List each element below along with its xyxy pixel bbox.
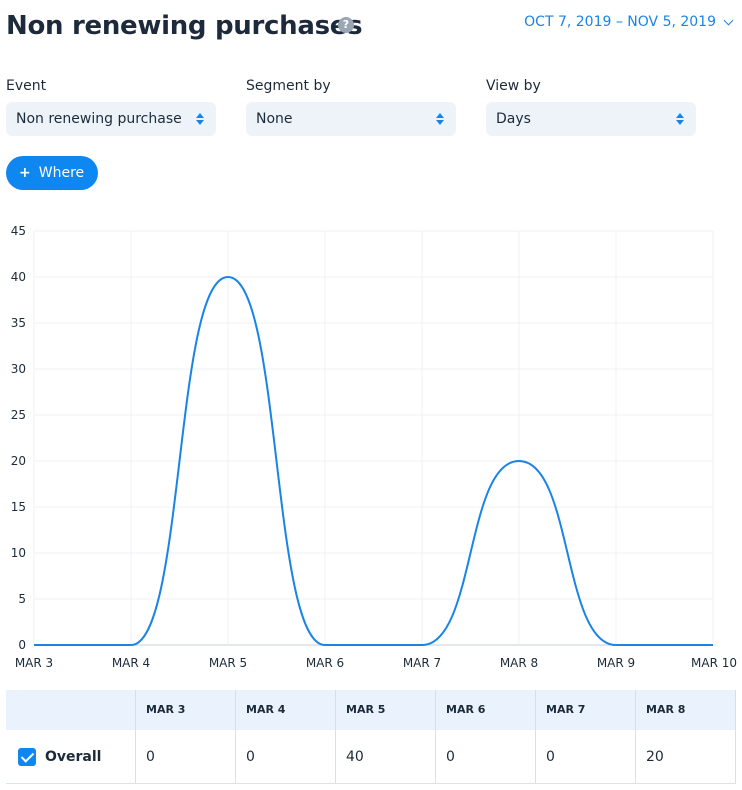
date-range-label: OCT 7, 2019 – NOV 5, 2019 xyxy=(524,14,716,30)
column-header: MAR 6 xyxy=(436,690,536,730)
y-tick-label: 10 xyxy=(11,546,26,560)
page-header: Non renewing purchases ? OCT 7, 2019 – N… xyxy=(6,10,736,44)
y-tick-label: 35 xyxy=(11,316,26,330)
event-label: Event xyxy=(6,78,47,94)
column-header: MAR 8 xyxy=(636,690,736,730)
select-arrows-icon xyxy=(196,112,204,126)
table-row: Overall 0 0 40 0 0 20 xyxy=(6,730,736,784)
table-header: MAR 3 MAR 4 MAR 5 MAR 6 MAR 7 MAR 8 xyxy=(6,690,736,730)
column-header: MAR 4 xyxy=(236,690,336,730)
column-header: MAR 5 xyxy=(336,690,436,730)
table-cell: 0 xyxy=(536,730,636,783)
data-point[interactable] xyxy=(222,271,234,283)
select-arrows-icon xyxy=(676,112,684,126)
question-circle-icon[interactable]: ? xyxy=(338,17,354,33)
column-header: MAR 7 xyxy=(536,690,636,730)
line-chart: 0 5 10 15 20 25 30 35 40 45 MAR 3 MAR 4 MAR 5 MAR 6 MA… xyxy=(11,224,737,670)
y-tick-label: 0 xyxy=(18,638,26,652)
segment-select-value: None xyxy=(256,111,293,127)
x-tick-label: MAR 5 xyxy=(209,656,247,670)
y-tick-label: 5 xyxy=(18,592,26,606)
segment-label: Segment by xyxy=(246,78,331,94)
page-title: Non renewing purchases xyxy=(6,11,363,41)
plus-icon: + xyxy=(19,165,31,181)
series-line xyxy=(33,275,713,646)
table-cell: 0 xyxy=(136,730,236,783)
chevron-down-icon xyxy=(723,15,734,25)
data-point[interactable] xyxy=(707,639,719,651)
x-tick-label: MAR 9 xyxy=(597,656,635,670)
select-arrows-icon xyxy=(436,112,444,126)
segment-filter: Segment by None xyxy=(246,78,456,136)
data-point[interactable] xyxy=(28,639,40,651)
table-cell: 20 xyxy=(636,730,736,783)
y-tick-label: 25 xyxy=(11,408,26,422)
y-tick-label: 20 xyxy=(11,454,26,468)
header-cell-empty xyxy=(6,690,136,730)
x-tick-label: MAR 8 xyxy=(500,656,538,670)
add-where-button[interactable]: + Where xyxy=(6,156,98,190)
view-select[interactable]: Days xyxy=(486,102,696,136)
y-tick-label: 15 xyxy=(11,500,26,514)
event-select-value: Non renewing purchase xyxy=(16,111,182,127)
table-cell: 40 xyxy=(336,730,436,783)
data-point[interactable] xyxy=(125,639,137,651)
view-select-value: Days xyxy=(496,111,531,127)
data-point[interactable] xyxy=(416,639,428,651)
data-point[interactable] xyxy=(319,639,331,651)
data-table: MAR 3 MAR 4 MAR 5 MAR 6 MAR 7 MAR 8 Overall 0 0… xyxy=(6,690,736,784)
column-header: MAR 3 xyxy=(136,690,236,730)
row-label-cell: Overall xyxy=(6,730,136,783)
y-tick-label: 40 xyxy=(11,270,26,284)
x-tick-label: MAR 4 xyxy=(112,656,150,670)
data-point[interactable] xyxy=(513,455,525,467)
x-tick-label: MAR 7 xyxy=(403,656,441,670)
view-label: View by xyxy=(486,78,541,94)
x-tick-label: MAR 3 xyxy=(15,656,53,670)
view-filter: View by Days xyxy=(486,78,696,136)
overall-checkbox[interactable] xyxy=(18,747,36,766)
event-select[interactable]: Non renewing purchase xyxy=(6,102,216,136)
segment-select[interactable]: None xyxy=(246,102,456,136)
date-range-picker[interactable]: OCT 7, 2019 – NOV 5, 2019 xyxy=(524,14,734,30)
where-button-label: Where xyxy=(38,165,85,181)
x-tick-label: MAR 6 xyxy=(306,656,344,670)
x-tick-label: MAR 10 xyxy=(691,656,737,670)
y-tick-label: 45 xyxy=(11,224,26,238)
data-point[interactable] xyxy=(610,639,622,651)
table-cell: 0 xyxy=(236,730,336,783)
y-tick-label: 30 xyxy=(11,362,26,376)
event-filter: Event Non renewing purchase xyxy=(6,78,216,136)
table-cell: 0 xyxy=(436,730,536,783)
row-label: Overall xyxy=(45,748,102,765)
